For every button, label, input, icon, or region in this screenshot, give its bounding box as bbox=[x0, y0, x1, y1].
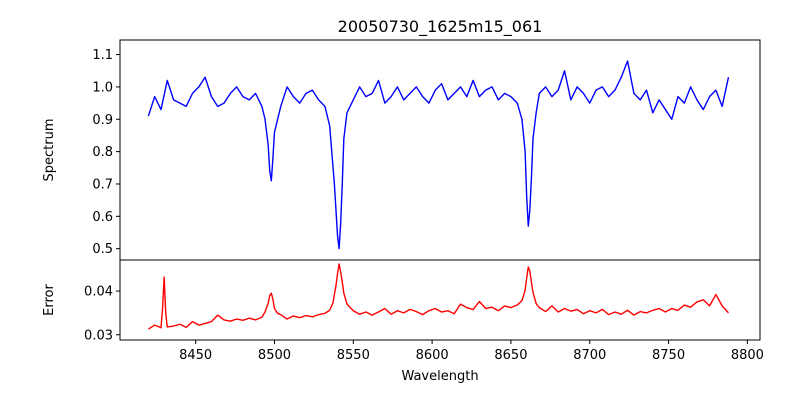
chart-title: 20050730_1625m15_061 bbox=[338, 17, 543, 37]
spectrum-y-tick-label: 0.6 bbox=[92, 210, 113, 225]
error-x-ticks: 8450 8500 8550 8600 8650 8700 8750 8800 bbox=[179, 340, 764, 363]
spectrum-y-tick-label: 1.0 bbox=[92, 80, 113, 95]
spectrum-y-tick-label: 0.9 bbox=[92, 113, 113, 128]
spectrum-y-tick-label: 0.5 bbox=[92, 242, 113, 257]
x-axis-label: Wavelength bbox=[401, 369, 478, 384]
spectrum-y-tick-label: 0.7 bbox=[92, 177, 113, 192]
x-tick-label: 8650 bbox=[494, 348, 527, 363]
x-tick-label: 8500 bbox=[258, 348, 291, 363]
spectrum-panel: 0.5 0.6 0.7 0.8 0.9 1.0 1.1 bbox=[92, 39, 761, 261]
error-panel: 0.03 0.04 8450 8500 8550 8600 8650 8700 8750 880… bbox=[84, 259, 764, 363]
x-tick-label: 8750 bbox=[652, 348, 685, 363]
spectrum-y-tick-label: 1.1 bbox=[92, 48, 113, 63]
x-tick-label: 8700 bbox=[573, 348, 606, 363]
spectrum-y-tick-label: 0.8 bbox=[92, 145, 113, 160]
spectrum-y-axis-label: Spectrum bbox=[42, 119, 57, 182]
error-y-tick-label: 0.04 bbox=[84, 285, 113, 300]
error-y-ticks: 0.03 0.04 bbox=[84, 285, 120, 343]
spectrum-y-ticks: 0.5 0.6 0.7 0.8 0.9 1.0 1.1 bbox=[92, 48, 120, 257]
error-y-axis-label: Error bbox=[42, 284, 57, 316]
error-y-tick-label: 0.03 bbox=[84, 328, 113, 343]
error-line bbox=[147, 263, 729, 330]
error-axes-frame bbox=[119, 259, 761, 341]
x-tick-label: 8550 bbox=[337, 348, 370, 363]
x-tick-label: 8600 bbox=[416, 348, 449, 363]
spectrum-line bbox=[147, 60, 730, 250]
x-tick-label: 8800 bbox=[731, 348, 764, 363]
x-tick-label: 8450 bbox=[179, 348, 212, 363]
